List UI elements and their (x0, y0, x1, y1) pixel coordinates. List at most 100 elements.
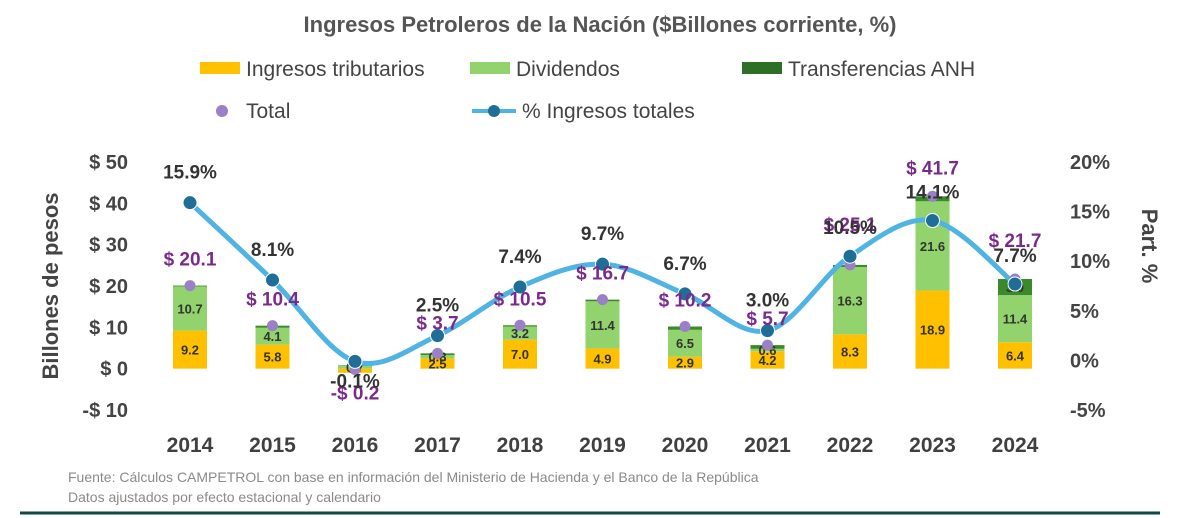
total-marker (432, 347, 443, 359)
pct-marker (677, 286, 693, 302)
pct-marker (430, 328, 445, 344)
bar-value-label: 8.3 (841, 345, 859, 360)
legend-ingresos-tributarios-swatch (200, 62, 240, 74)
bar-value-label: 4.9 (593, 352, 611, 367)
y-tick-label: $ 30 (89, 235, 128, 257)
y2-tick-label: 5% (1070, 301, 1099, 323)
total-marker (597, 294, 608, 306)
pct-marker (347, 353, 363, 369)
x-tick-label: 2014 (167, 434, 214, 457)
total-marker (514, 319, 526, 331)
bar-value-label: 4.2 (758, 353, 776, 368)
total-value-label: $ 5.7 (746, 309, 788, 330)
total-value-label: $ 3.7 (416, 313, 458, 334)
bar-dividendos (998, 295, 1032, 343)
bar-value-label: 11.4 (590, 318, 615, 333)
total-marker (927, 190, 938, 202)
x-tick-label: 2017 (414, 434, 461, 457)
legend-dividendos-swatch (470, 62, 510, 74)
x-tick-label: 2015 (249, 434, 296, 457)
legend-transferencias-anh-label: Transferencias ANH (788, 58, 975, 81)
pct-value-label: 3.0% (746, 291, 789, 312)
pct-value-label: 7.4% (498, 247, 541, 268)
y-tick-label: $ 10 (89, 317, 128, 339)
legend-total-label: Total (246, 100, 290, 123)
source-line-1: Fuente: Cálculos CAMPETROL con base en i… (68, 469, 759, 485)
y-tick-label: $ 40 (89, 193, 128, 215)
legend-pct-ingresos-swatch-dot (488, 105, 500, 117)
total-value-label: $ 21.7 (989, 231, 1042, 252)
x-tick-label: 2018 (497, 434, 544, 457)
bar-ingresos-tributarios (833, 334, 867, 369)
x-tick-label: 2021 (744, 434, 791, 457)
pct-marker (1007, 276, 1023, 292)
bar-value-label: 21.6 (920, 239, 945, 254)
x-tick-label: 2024 (992, 434, 1039, 457)
y-tick-label: $ 20 (89, 276, 128, 298)
y2-tick-label: 15% (1070, 202, 1110, 224)
bar-value-label: 10.7 (177, 302, 202, 317)
bar-ingresos-tributarios (915, 290, 950, 369)
pct-marker (760, 323, 775, 339)
y2-axis-title: Part. % (1137, 209, 1162, 284)
bar-value-label: 6.5 (676, 336, 694, 351)
bar-ingresos-tributarios (585, 348, 620, 369)
total-marker (679, 321, 691, 333)
total-value-label: $ 20.1 (164, 250, 217, 271)
bar-value-label: 5.8 (263, 350, 281, 365)
pct-value-label: 2.5% (416, 296, 459, 317)
legend-pct-ingresos-label: % Ingresos totales (522, 100, 695, 123)
x-tick-label: 2016 (332, 434, 379, 457)
total-value-label: $ 10.2 (659, 291, 712, 312)
bar-ingresos-tributarios (668, 356, 702, 369)
bar-ingresos-tributarios (173, 330, 207, 369)
y2-tick-label: 0% (1070, 350, 1099, 372)
bar-value-label: 2.9 (676, 356, 694, 371)
bar-ingresos-tributarios (420, 358, 455, 369)
bar-dividendos (668, 329, 702, 357)
legend-dividendos-label: Dividendos (516, 58, 620, 81)
y2-tick-label: 10% (1070, 251, 1110, 273)
pct-marker (925, 213, 940, 229)
bar-value-label: 6.4 (1006, 348, 1025, 363)
y-axis-title: Billones de pesos (38, 192, 63, 379)
total-value-label: $ 41.7 (906, 158, 959, 179)
x-tick-label: 2022 (827, 434, 874, 457)
pct-marker (265, 272, 280, 288)
pct-value-label: 9.7% (581, 224, 624, 245)
bar-value-label: 18.9 (920, 323, 945, 338)
total-value-label: $ 10.5 (494, 289, 547, 310)
pct-value-label: 14.1% (906, 183, 960, 204)
x-tick-label: 2019 (579, 434, 626, 457)
pct-value-label: 8.1% (251, 240, 294, 261)
bar-ingresos-tributarios (998, 342, 1032, 369)
bar-value-label: 4.1 (263, 329, 281, 344)
bar-value-label: 2.5 (428, 357, 446, 372)
total-value-label: $ 16.7 (576, 264, 629, 285)
pct-value-label: 10.5% (823, 218, 877, 239)
bar-dividendos (585, 301, 620, 349)
bar-dividendos (255, 327, 290, 345)
bar-value-label: 9.2 (181, 343, 199, 358)
bar-value-label: 3.2 (511, 326, 529, 341)
pct-marker (842, 248, 858, 264)
x-tick-label: 2020 (662, 434, 709, 457)
pct-value-label: 7.7% (993, 246, 1036, 267)
pct-marker (512, 279, 528, 295)
total-value-label: $ 10.4 (246, 290, 299, 311)
y-tick-label: $ 50 (89, 152, 128, 174)
total-value-label: $ 25.1 (824, 215, 877, 236)
x-tick-label: 2023 (909, 434, 956, 457)
bar-dividendos (503, 326, 537, 340)
chart-title: Ingresos Petroleros de la Nación ($Billo… (304, 12, 897, 37)
bar-value-label: 11.4 (1003, 312, 1028, 327)
bar-value-label: 16.3 (837, 294, 862, 309)
pct-marker (182, 195, 198, 211)
total-marker (267, 320, 278, 332)
total-marker (762, 339, 773, 351)
bar-ingresos-tributarios (255, 344, 290, 369)
pct-marker (595, 256, 610, 272)
pct-value-label: 6.7% (663, 254, 706, 275)
bar-ingresos-tributarios (503, 339, 537, 369)
